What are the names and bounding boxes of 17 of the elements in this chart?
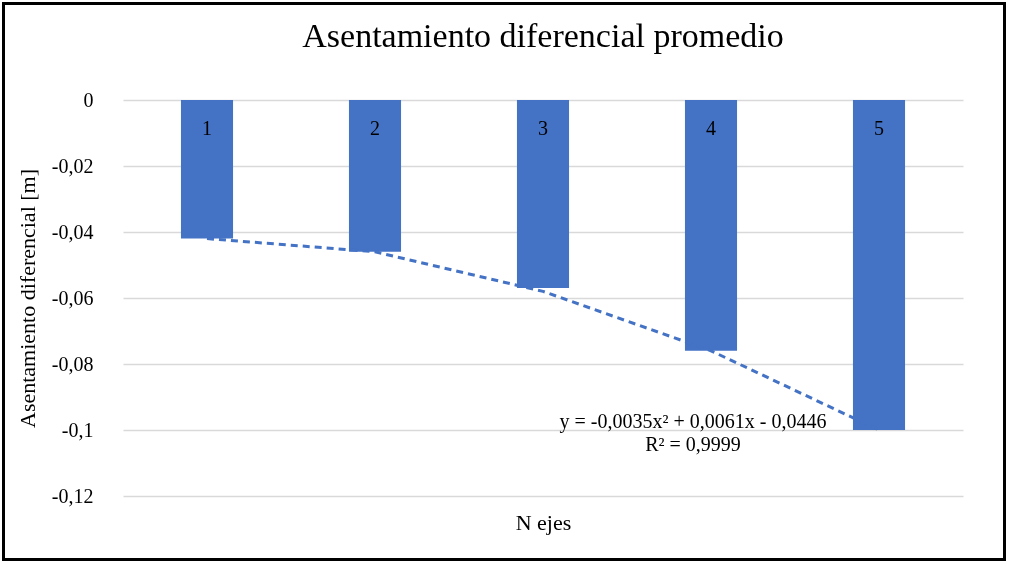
y-tick-label: -0,06 bbox=[51, 286, 94, 309]
x-tick-label: 3 bbox=[538, 116, 548, 139]
y-tick-label: -0,02 bbox=[51, 154, 94, 177]
x-tick-label: 2 bbox=[370, 116, 380, 139]
y-tick-label: 0 bbox=[83, 88, 94, 111]
y-tick-label: -0,12 bbox=[51, 484, 94, 507]
x-tick-label: 5 bbox=[874, 116, 884, 139]
x-tick-label: 4 bbox=[706, 116, 716, 139]
x-tick-label: 1 bbox=[202, 116, 212, 139]
y-tick-label: -0,08 bbox=[51, 352, 94, 375]
chart-title: Asentamiento diferencial promedio bbox=[302, 17, 784, 54]
x-axis-title: N ejes bbox=[515, 509, 572, 535]
annotation: R² = 0,9999 bbox=[645, 433, 741, 455]
y-axis-title: Asentamiento diferencial [m] bbox=[14, 168, 40, 429]
y-tick-label: -0,1 bbox=[61, 418, 94, 441]
y-tick-label: -0,04 bbox=[51, 220, 94, 243]
annotation: y = -0,0035x² + 0,0061x - 0,0446 bbox=[559, 410, 827, 433]
